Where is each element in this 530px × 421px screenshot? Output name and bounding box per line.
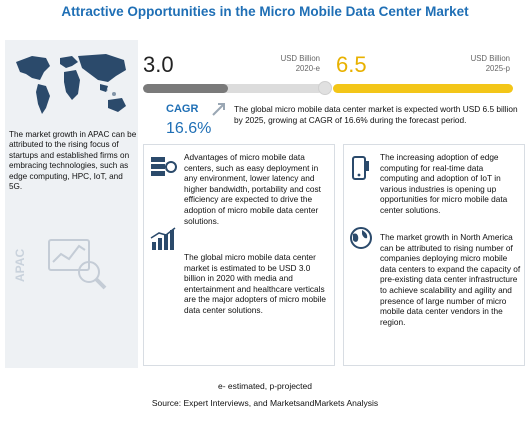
unit-label: USD Billion bbox=[470, 54, 510, 63]
mobile-phone-icon bbox=[352, 156, 369, 180]
drivers-panel bbox=[143, 144, 335, 366]
market-unit-2020: USD Billion 2020-e bbox=[240, 54, 320, 74]
apac-growth-text: The market growth in APAC can be attribu… bbox=[9, 130, 137, 192]
magnifier-chart-icon bbox=[48, 239, 107, 290]
world-map-icon bbox=[16, 54, 126, 114]
apac-vertical-label: APAC bbox=[13, 249, 27, 282]
north-america-text: The market growth in North America can b… bbox=[380, 232, 521, 327]
page-title: Attractive Opportunities in the Micro Mo… bbox=[61, 4, 469, 19]
market-value-2020: 3.0 bbox=[143, 52, 174, 77]
drivers-text: Advantages of micro mobile data centers,… bbox=[184, 152, 321, 226]
source-note: Source: Expert Interviews, and Marketsan… bbox=[151, 398, 379, 408]
globe-icon bbox=[350, 227, 372, 249]
apac-panel: The market growth in APAC can be attribu… bbox=[5, 40, 138, 368]
market-bar-2025 bbox=[333, 84, 513, 93]
cagr-value: 16.6% bbox=[166, 120, 212, 137]
bar-connector bbox=[318, 81, 332, 95]
market-value-2025: 6.5 bbox=[336, 52, 367, 77]
year-label: 2025-p bbox=[485, 64, 510, 73]
year-label: 2020-e bbox=[295, 64, 320, 73]
server-rack-icon bbox=[151, 157, 177, 176]
market-bar-2020-fill bbox=[143, 84, 228, 93]
market-estimate-text: The global micro mobile data center mark… bbox=[184, 252, 327, 315]
estimate-legend: e- estimated, p-projected bbox=[217, 381, 313, 391]
svg-text:APAC: APAC bbox=[13, 249, 27, 282]
market-bar-2020 bbox=[143, 84, 323, 93]
growth-arrow-icon bbox=[212, 103, 225, 116]
market-unit-2025: USD Billion 2025-p bbox=[430, 54, 510, 74]
cagr-description: The global micro mobile data center mark… bbox=[234, 104, 518, 125]
unit-label: USD Billion bbox=[280, 54, 320, 63]
cagr-label: CAGR bbox=[166, 103, 199, 115]
opportunities-panel bbox=[343, 144, 525, 366]
bar-chart-icon bbox=[150, 227, 176, 250]
edge-computing-text: The increasing adoption of edge computin… bbox=[380, 152, 508, 215]
